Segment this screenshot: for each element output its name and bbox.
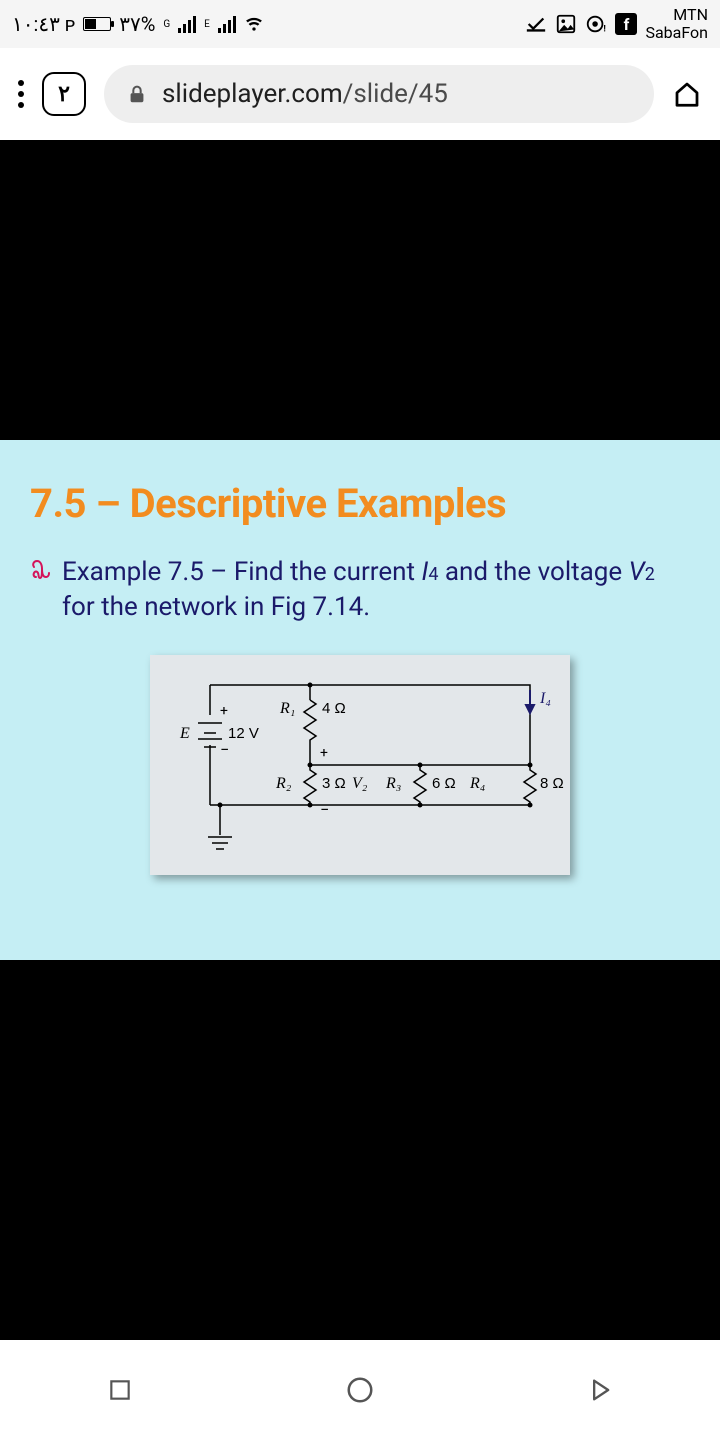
wifi-icon bbox=[244, 14, 264, 34]
more-menu-icon[interactable] bbox=[18, 80, 24, 108]
r4-value: 8 Ω bbox=[540, 775, 564, 792]
browser-toolbar: ٢ slideplayer.com/slide/45 bbox=[0, 48, 720, 140]
example-text: Example 7.5 – Find the current I4 and th… bbox=[62, 555, 690, 625]
v2-plus: + bbox=[320, 745, 328, 761]
url-path: /slide/45 bbox=[343, 79, 448, 109]
carrier-label: MTN SabaFon bbox=[645, 6, 708, 41]
current-arrow bbox=[526, 690, 534, 713]
home-nav-button[interactable] bbox=[344, 1374, 376, 1406]
circuit-box: + − + − bbox=[150, 655, 570, 875]
source-label: E bbox=[179, 725, 190, 742]
carrier-line-1: MTN bbox=[645, 6, 708, 24]
back-button[interactable] bbox=[584, 1374, 616, 1406]
picture-icon bbox=[555, 13, 577, 35]
signal-g-label: G bbox=[163, 19, 170, 30]
example-i-sub: 4 bbox=[428, 564, 438, 585]
v2-label: V₂ bbox=[352, 775, 368, 792]
battery-plus: + bbox=[220, 703, 228, 719]
battery-icon bbox=[83, 17, 111, 31]
example-body-3: for the network in Fig 7.14. bbox=[62, 592, 370, 622]
source-value: 12 V bbox=[228, 725, 259, 742]
svg-text:!: ! bbox=[604, 24, 606, 34]
example-v-symbol: V bbox=[629, 557, 645, 587]
slide-title: 7.5 – Descriptive Examples bbox=[30, 480, 690, 527]
example-body-2: and the voltage bbox=[438, 557, 628, 587]
r1-label: R₁ bbox=[279, 700, 295, 717]
example-lead: Example 7.5 – bbox=[62, 557, 227, 587]
page-content[interactable]: 7.5 – Descriptive Examples Example 7.5 –… bbox=[0, 140, 720, 1340]
android-nav-bar bbox=[0, 1340, 720, 1440]
circuit-wires bbox=[210, 685, 536, 835]
signal-bars-2 bbox=[218, 15, 236, 33]
r4-label: R₄ bbox=[469, 775, 485, 792]
status-right: ! f MTN SabaFon bbox=[525, 6, 708, 41]
signal-bars-1 bbox=[178, 15, 196, 33]
recent-apps-button[interactable] bbox=[104, 1374, 136, 1406]
slide: 7.5 – Descriptive Examples Example 7.5 –… bbox=[0, 440, 720, 960]
r1-value: 4 Ω bbox=[322, 700, 346, 717]
url-text: slideplayer.com/slide/45 bbox=[162, 79, 448, 109]
circuit-figure: + − + − bbox=[30, 655, 690, 875]
status-left: ١٠:٤٣ ᴘ ٣٧% G E bbox=[12, 12, 264, 37]
url-bar[interactable]: slideplayer.com/slide/45 bbox=[104, 65, 654, 123]
battery-minus: − bbox=[220, 740, 229, 759]
status-bar: ١٠:٤٣ ᴘ ٣٧% G E ! f MTN SabaFon bbox=[0, 0, 720, 48]
home-button[interactable] bbox=[672, 79, 702, 109]
camera-alert-icon: ! bbox=[585, 13, 607, 35]
facebook-icon: f bbox=[615, 13, 637, 35]
tabs-button[interactable]: ٢ bbox=[42, 72, 86, 116]
carrier-line-2: SabaFon bbox=[645, 24, 708, 42]
r3-label: R₃ bbox=[385, 775, 401, 792]
i4-label: I₄ bbox=[539, 690, 551, 707]
signal-e-label: E bbox=[204, 19, 210, 30]
battery-percent: ٣٧% bbox=[119, 12, 155, 36]
ground-symbol bbox=[208, 837, 232, 849]
status-time: ١٠:٤٣ ᴘ bbox=[12, 12, 75, 37]
r2-label: R₂ bbox=[275, 775, 292, 792]
circuit-svg: + − + − bbox=[150, 655, 570, 875]
battery-symbol bbox=[198, 723, 222, 747]
r3-value: 6 Ω bbox=[432, 775, 456, 792]
url-host: slideplayer.com bbox=[162, 79, 343, 109]
tab-count-label: ٢ bbox=[58, 82, 70, 107]
lock-icon bbox=[126, 82, 148, 106]
check-icon bbox=[525, 13, 547, 35]
r2-value: 3 Ω bbox=[322, 775, 346, 792]
v2-minus: − bbox=[320, 800, 329, 819]
example-body-1: Find the current bbox=[227, 557, 421, 587]
example-v-sub: 2 bbox=[645, 564, 655, 585]
example-bullet: Example 7.5 – Find the current I4 and th… bbox=[30, 555, 690, 625]
leo-icon bbox=[30, 557, 54, 581]
